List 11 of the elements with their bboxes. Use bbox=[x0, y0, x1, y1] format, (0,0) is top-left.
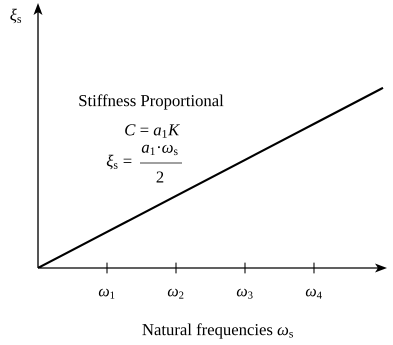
annotation: Stiffness Proportional bbox=[79, 94, 224, 110]
x-tick-label: ω$_{3}$ bbox=[236, 288, 253, 299]
annotation: ξ$_{s}$ = bbox=[106, 154, 132, 170]
x-axis-title: Natural frequencies ω$_{s}$ bbox=[142, 323, 293, 339]
annotation: a$_{1}$·ω$_{s}$ bbox=[142, 144, 178, 156]
y-axis-title: ξ$_{s}$ bbox=[10, 8, 22, 24]
x-tick-label: ω$_{1}$ bbox=[98, 288, 114, 299]
annotation: 2 bbox=[156, 171, 164, 183]
x-tick-label: ω$_{2}$ bbox=[168, 288, 184, 299]
x-tick-label: ω$_{4}$ bbox=[306, 288, 322, 299]
annotation: C = a$_{1}$K bbox=[125, 124, 180, 138]
